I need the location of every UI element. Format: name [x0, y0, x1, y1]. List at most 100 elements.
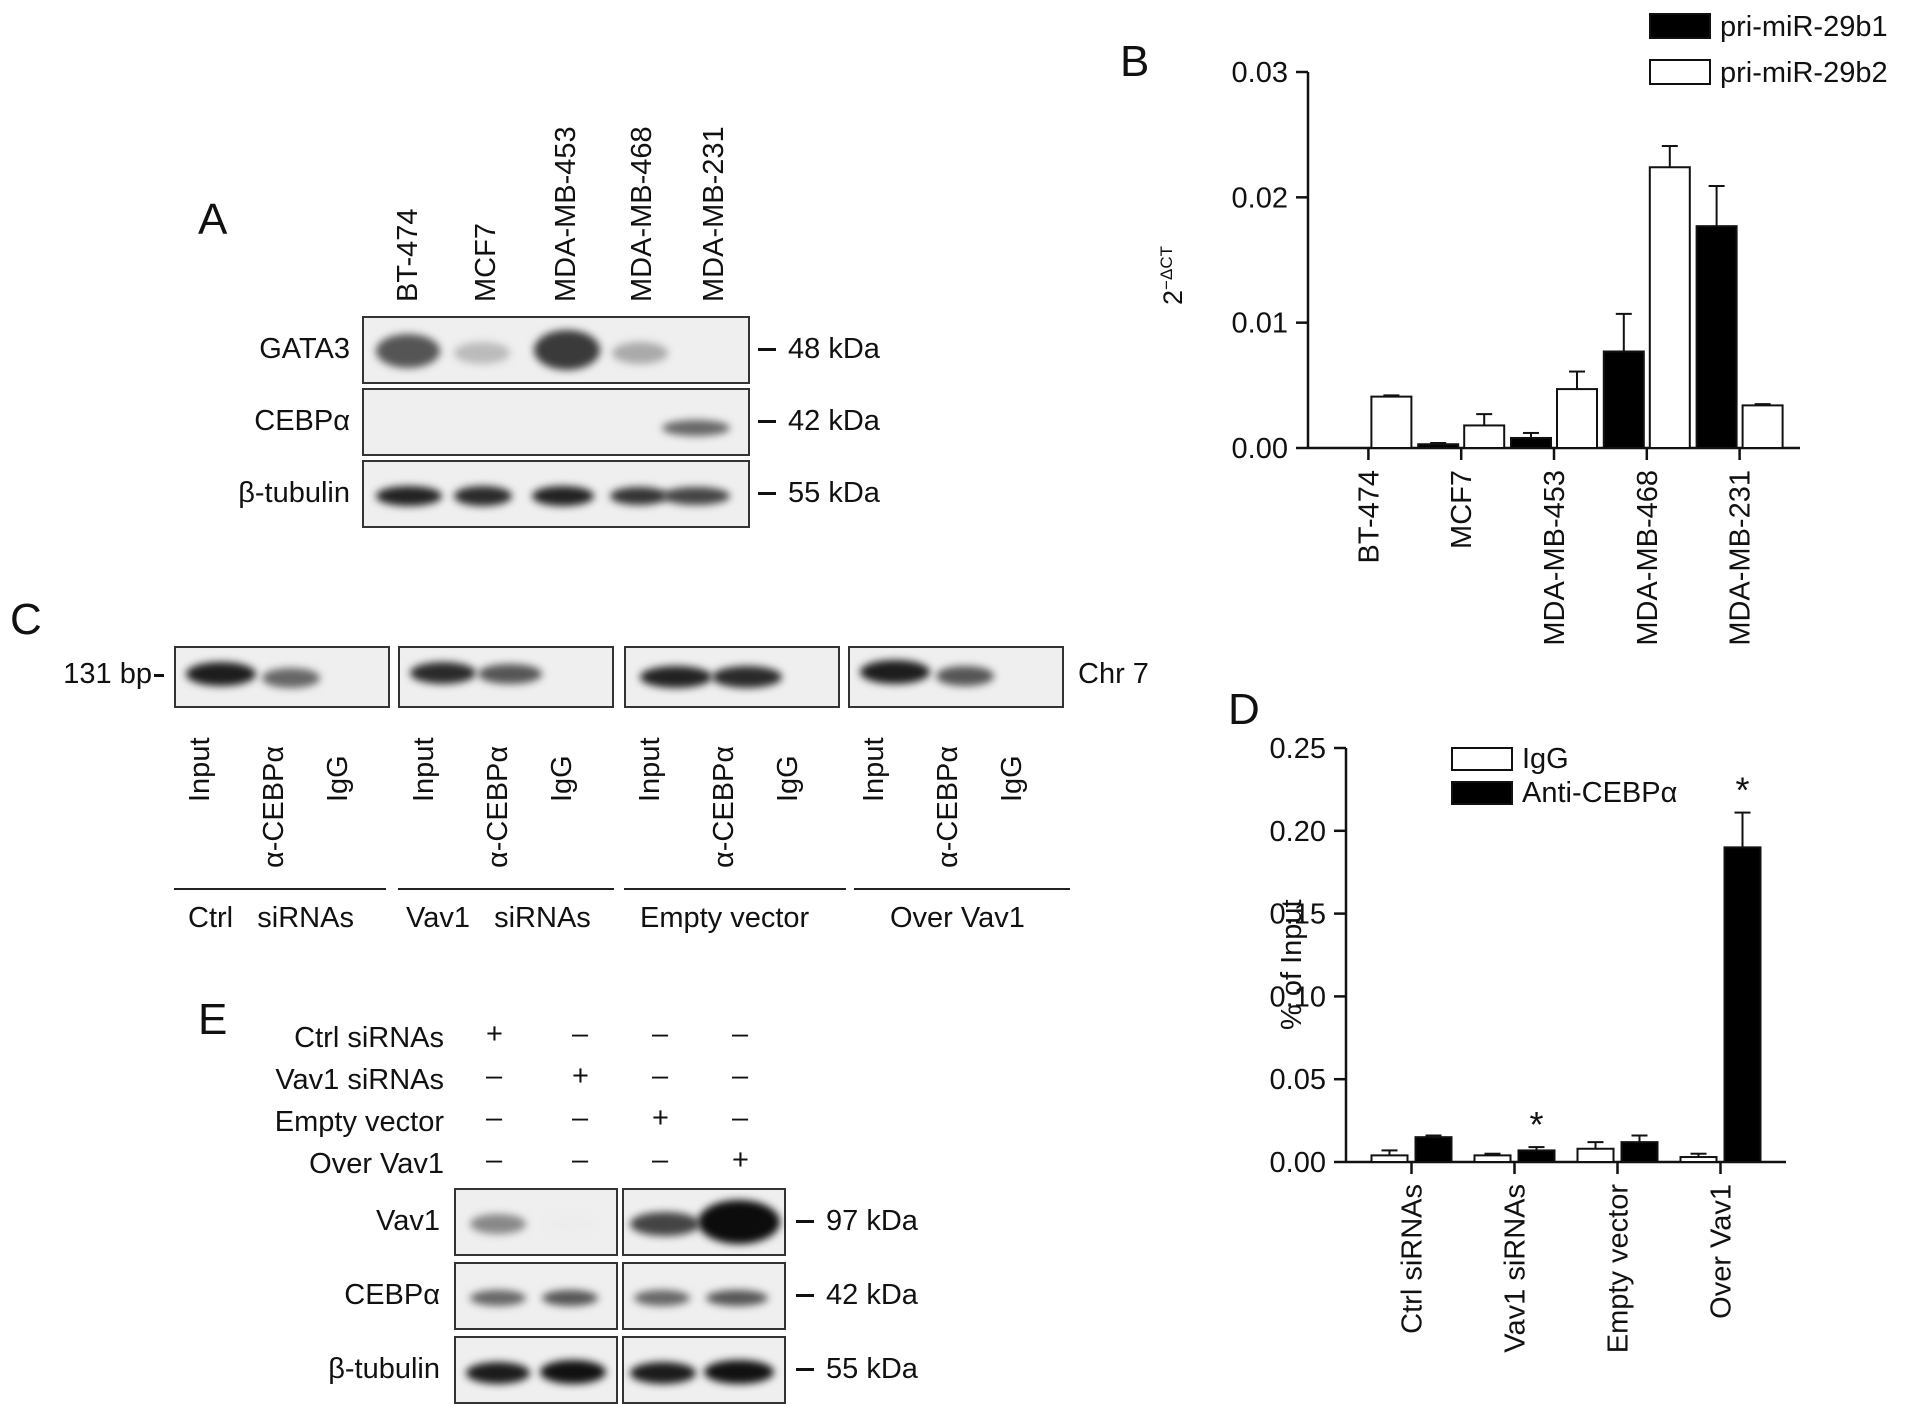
group-line-ctrl: [174, 888, 386, 890]
chart-b-xtick-label-3: MDA-MB-468: [1632, 470, 1664, 646]
condition-sign-e-3-0: –: [486, 1144, 503, 1176]
chart-b-ytick-label-3: 0.03: [1232, 57, 1288, 89]
panel-c-label: C: [10, 595, 42, 644]
condition-sign-e-3-1: –: [572, 1144, 589, 1176]
chart-d-ytick-label-4: 0.20: [1270, 816, 1326, 848]
condition-name-e-1: Vav1 siRNAs: [275, 1064, 444, 1096]
condition-sign-e-2-1: –: [572, 1102, 589, 1134]
chart-d-bar-1-1: [1517, 1149, 1556, 1163]
condition-sign-e-3-2: –: [652, 1144, 669, 1176]
chart-d-ytick-label-5: 0.25: [1270, 733, 1326, 765]
blot-cebpa-e-right: [622, 1262, 786, 1330]
chart-d-xtick-label-2: Empty vector: [1603, 1184, 1635, 1354]
panel-d-label: D: [1228, 685, 1260, 734]
panel-a-label: A: [198, 195, 228, 244]
chart-b-xtick-label-4: MDA-MB-231: [1725, 470, 1757, 646]
chart-b-ytick-label-2: 0.02: [1232, 182, 1288, 214]
chart-d-annotation-1: *: [1735, 770, 1749, 811]
chart-b-bar-1-2: [1556, 388, 1598, 449]
blot-cebpa-a: [362, 388, 750, 456]
chart-d-xtick-label-3: Over Vav1: [1706, 1184, 1738, 1319]
condition-name-e-3: Over Vav1: [309, 1148, 444, 1180]
chart-d-bar-0-1: [1473, 1154, 1512, 1163]
chart-d-ytick-label-0: 0.00: [1270, 1147, 1326, 1179]
chart-d-xtick-label-0: Ctrl siRNAs: [1397, 1184, 1429, 1334]
blot-chip-overvav1: [848, 646, 1064, 708]
condition-sign-e-0-2: –: [652, 1018, 669, 1050]
condition-name-e-0: Ctrl siRNAs: [294, 1022, 444, 1054]
chart-d-bar-0-0: [1370, 1154, 1409, 1163]
chart-d-legend-label-0: IgG: [1522, 743, 1569, 775]
chart-b-legend-label-0: pri-miR-29b1: [1720, 11, 1888, 43]
blot-vav1-right: [622, 1188, 786, 1256]
chart-d-bar-0-3: [1679, 1156, 1718, 1163]
blot-gata3: [362, 316, 750, 384]
chart-d-bar-1-2: [1620, 1141, 1659, 1164]
blot-tubulin-e-right: [622, 1336, 786, 1404]
blot-tubulin-a: [362, 460, 750, 528]
condition-sign-e-1-3: –: [732, 1060, 749, 1092]
chart-d-legend-label-1: Anti-CEBPα: [1522, 777, 1677, 809]
row-name-a-0: GATA3: [259, 333, 350, 365]
group-label-c-0: Ctrl siRNAs: [188, 902, 354, 934]
row-tick-a-2: [758, 492, 776, 495]
chart-d-bar-1-0: [1414, 1136, 1453, 1164]
chart-d-legend-swatch-1: [1451, 781, 1513, 805]
chart-b-bar-1-3: [1648, 166, 1691, 449]
chr7-label: Chr 7: [1078, 658, 1149, 690]
chart-b-bar-1-4: [1741, 404, 1784, 449]
group-label-c-3: Over Vav1: [890, 902, 1025, 934]
condition-sign-e-0-0: +: [486, 1018, 503, 1050]
chart-d-bar-0-2: [1576, 1147, 1615, 1163]
group-label-c-2: Empty vector: [640, 902, 810, 934]
condition-sign-e-0-1: –: [572, 1018, 589, 1050]
chart-d-ytick-label-3: 0.15: [1270, 899, 1326, 931]
row-name-e-2: β-tubulin: [328, 1353, 440, 1385]
blot-chip-empty: [624, 646, 840, 708]
chart-d-annotation-0: *: [1529, 1104, 1543, 1145]
blot-chip-vav1si: [398, 646, 614, 708]
row-name-e-0: Vav1: [376, 1205, 440, 1237]
chart-b-ytick-label-1: 0.01: [1232, 308, 1288, 340]
chart-b-legend-swatch-0: [1649, 13, 1711, 39]
group-line-empty: [624, 888, 846, 890]
chart-b-legend-swatch-1: [1649, 59, 1711, 85]
chart-b-bar-0-3: [1602, 350, 1645, 450]
chart-d-ytick-label-2: 0.10: [1270, 981, 1326, 1013]
row-tick-e-1: [796, 1294, 814, 1297]
row-name-e-1: CEBPα: [344, 1279, 440, 1311]
row-name-a-2: β-tubulin: [238, 477, 350, 509]
row-tick-e-2: [796, 1368, 814, 1371]
blot-chip-ctrl: [174, 646, 390, 708]
condition-sign-e-3-3: +: [732, 1144, 749, 1176]
condition-sign-e-1-2: –: [652, 1060, 669, 1092]
chart-b-xtick-label-0: BT-474: [1353, 470, 1385, 564]
row-tick-e-0: [796, 1220, 814, 1223]
group-line-vav1: [398, 888, 614, 890]
condition-sign-e-1-0: –: [486, 1060, 503, 1092]
group-label-c-1: Vav1 siRNAs: [406, 902, 591, 934]
panel-b-label: B: [1120, 37, 1150, 86]
panel-e-label: E: [198, 995, 228, 1044]
bp-tick: [154, 674, 164, 677]
chart-d-legend-swatch-0: [1451, 747, 1513, 771]
row-size-a-1: 42 kDa: [788, 405, 880, 437]
row-size-a-2: 55 kDa: [788, 477, 880, 509]
blot-cebpa-e-left: [454, 1262, 618, 1330]
condition-sign-e-2-0: –: [486, 1102, 503, 1134]
row-size-e-1: 42 kDa: [826, 1279, 918, 1311]
condition-name-e-2: Empty vector: [274, 1106, 444, 1138]
group-line-over: [854, 888, 1070, 890]
chart-d-bar-1-3: [1723, 846, 1762, 1163]
chart-b-xtick-label-1: MCF7: [1446, 470, 1478, 549]
chart-b-legend-label-1: pri-miR-29b2: [1720, 57, 1888, 89]
row-tick-a-0: [758, 348, 776, 351]
row-size-a-0: 48 kDa: [788, 333, 880, 365]
condition-sign-e-2-3: –: [732, 1102, 749, 1134]
row-name-a-1: CEBPα: [254, 405, 350, 437]
blot-vav1-left: [454, 1188, 618, 1256]
chart-b-ytick-label-0: 0.00: [1232, 433, 1288, 465]
chart-d-ytick-label-1: 0.05: [1270, 1064, 1326, 1096]
